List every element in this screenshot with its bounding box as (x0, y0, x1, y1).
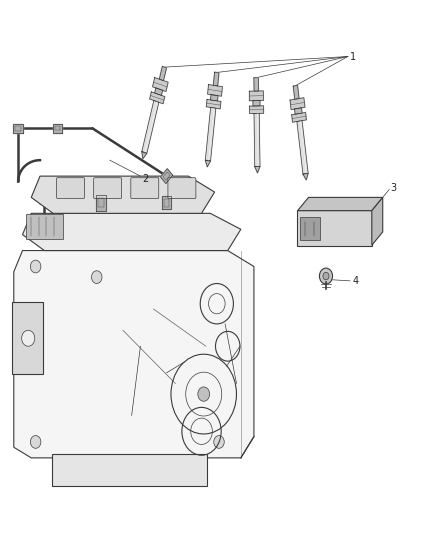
Polygon shape (254, 114, 260, 167)
FancyBboxPatch shape (297, 210, 372, 246)
FancyBboxPatch shape (12, 302, 43, 374)
Circle shape (92, 271, 102, 284)
Polygon shape (254, 78, 258, 91)
Polygon shape (297, 120, 308, 174)
Circle shape (214, 435, 224, 448)
Polygon shape (213, 72, 219, 86)
FancyBboxPatch shape (52, 454, 207, 486)
Polygon shape (293, 85, 299, 99)
Circle shape (30, 435, 41, 448)
FancyBboxPatch shape (168, 177, 196, 198)
Polygon shape (292, 112, 307, 122)
FancyBboxPatch shape (94, 177, 122, 198)
Polygon shape (22, 213, 241, 251)
Polygon shape (13, 124, 23, 133)
Polygon shape (159, 67, 166, 80)
Polygon shape (295, 108, 302, 114)
Circle shape (323, 272, 329, 280)
Polygon shape (290, 98, 305, 110)
Polygon shape (250, 106, 264, 114)
FancyBboxPatch shape (131, 177, 159, 198)
Polygon shape (211, 95, 218, 101)
Polygon shape (162, 196, 171, 209)
Text: 1: 1 (350, 52, 356, 61)
Polygon shape (303, 173, 308, 180)
Polygon shape (155, 88, 162, 95)
Polygon shape (208, 85, 223, 96)
FancyBboxPatch shape (300, 216, 320, 240)
Text: 2: 2 (143, 174, 149, 184)
Polygon shape (206, 99, 221, 109)
Polygon shape (96, 195, 106, 211)
Polygon shape (205, 108, 216, 161)
Polygon shape (14, 251, 254, 458)
Text: 4: 4 (352, 277, 358, 286)
Polygon shape (253, 101, 260, 106)
Polygon shape (205, 160, 211, 167)
Polygon shape (297, 197, 383, 211)
Circle shape (319, 268, 332, 284)
Polygon shape (142, 101, 159, 154)
Circle shape (198, 387, 210, 401)
Polygon shape (160, 168, 173, 183)
Polygon shape (249, 91, 263, 101)
Polygon shape (255, 166, 260, 173)
Polygon shape (142, 151, 147, 159)
Polygon shape (152, 78, 168, 92)
Polygon shape (150, 92, 165, 104)
FancyBboxPatch shape (26, 214, 63, 239)
FancyBboxPatch shape (57, 177, 85, 198)
Polygon shape (372, 197, 383, 245)
Text: 3: 3 (391, 183, 397, 193)
Polygon shape (31, 176, 215, 213)
Circle shape (30, 260, 41, 273)
Polygon shape (53, 124, 62, 133)
Circle shape (21, 330, 35, 346)
